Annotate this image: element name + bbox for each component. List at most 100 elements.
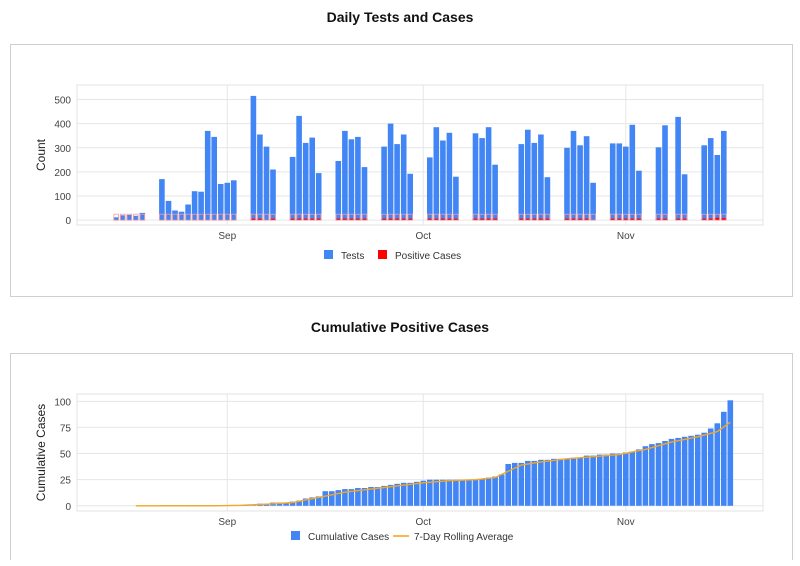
bar-positive-cases [335,218,342,221]
bar-tests [544,177,551,221]
bar-cumulative-cases [649,444,655,506]
positive-case-outline [525,213,531,221]
bar-positive-cases [453,218,459,221]
bar-cumulative-cases [355,488,361,506]
bar-positive-cases [538,218,544,221]
positive-case-outline [120,213,126,221]
positive-case-outline [538,213,544,221]
bar-tests [707,138,714,221]
y-tick-label: 0 [65,216,71,227]
positive-case-outline [217,213,224,221]
bar-positive-cases [309,218,315,221]
bar-positive-cases [707,218,714,221]
bar-tests [577,145,583,221]
bar-tests [191,191,198,221]
bar-tests [616,143,623,221]
bar-tests [309,137,315,221]
bar-cumulative-cases [511,462,518,506]
bar-cumulative-cases [348,489,355,506]
bar-tests [355,136,361,221]
bar-tests [407,173,413,221]
y-tick-label: 100 [54,192,71,203]
positive-case-outline [479,213,485,221]
bar-positive-cases [492,218,498,221]
bar-positive-cases [570,218,577,221]
bar-cumulative-cases [466,479,472,506]
positive-case-outline [655,213,662,221]
bar-tests [231,180,237,221]
bar-cumulative-cases [603,454,609,506]
positive-case-outline [257,213,263,221]
positive-case-outline [577,213,583,221]
positive-case-outline [159,213,165,221]
bar-cumulative-cases [440,479,446,506]
positive-case-outline [198,213,204,221]
bar-positive-cases [531,218,538,221]
positive-case-outline [250,213,257,221]
bar-cumulative-cases [400,482,407,506]
positive-case-outline [126,213,132,221]
bar-positive-cases [400,218,407,221]
bar-tests [335,161,342,221]
positive-case-outline [302,213,309,221]
bar-tests [655,147,662,221]
bar-cumulative-cases [642,446,649,506]
positive-case-outline [610,213,616,221]
positive-case-outline [714,213,720,221]
bar-positive-cases [636,218,642,221]
bar-cumulative-cases [315,496,322,506]
daily-tests-chart: 0 100 200 300 400 500 Sep Oct Nov Count Tests Posit… [34,84,764,262]
positive-case-outline [623,213,629,221]
bar-cumulative-cases [492,476,498,506]
bar-tests [263,146,270,221]
bar-cumulative-cases [518,462,525,506]
legend-label: Positive Cases [395,251,461,262]
bar-tests [204,130,211,221]
positive-case-outline [342,213,348,221]
bar-cumulative-cases [368,487,374,506]
bar-tests [250,95,257,221]
bar-cumulative-cases [302,498,309,506]
legend-label: Tests [341,251,364,262]
bar-positive-cases [348,218,355,221]
positive-case-outline [400,213,407,221]
bar-positive-cases [623,218,629,221]
bar-positive-cases [714,217,721,221]
positive-case-outline [211,213,217,221]
positive-case-outline [178,213,185,221]
bar-cumulative-cases [596,454,603,506]
bar-positive-cases [701,218,707,221]
positive-case-outline [629,213,635,221]
positive-case-outline [708,213,714,221]
bar-positive-cases [387,218,394,221]
legend-swatch [324,250,333,259]
bar-positive-cases [250,218,257,221]
bar-cumulative-cases [283,502,289,506]
bar-positive-cases [446,218,453,221]
bar-tests [721,130,727,221]
bar-tests [485,127,492,221]
bar-tests [479,138,485,221]
bar-cumulative-cases [374,487,381,506]
positive-case-outline [270,213,276,221]
y-axis-title: Cumulative Cases [34,404,48,501]
bar-positive-cases [257,218,263,221]
positive-case-outline [172,213,178,221]
bar-cumulative-cases [688,435,694,506]
y-tick-label: 75 [60,423,72,434]
bar-tests [525,129,531,221]
bar-cumulative-cases [342,489,348,506]
bar-tests [172,210,178,221]
bar-cumulative-cases [636,449,642,506]
y-tick-label: 50 [60,450,72,461]
rolling-average-line [135,421,731,507]
bar-tests [662,125,668,221]
bar-cumulative-cases [498,474,505,506]
bar-positive-cases [479,218,485,221]
bar-positive-cases [270,218,276,221]
bar-cumulative-cases [479,478,485,506]
bar-tests [315,173,322,221]
bar-cumulative-cases [485,477,492,506]
positive-case-outline [348,213,355,221]
bar-cumulative-cases [681,436,688,506]
